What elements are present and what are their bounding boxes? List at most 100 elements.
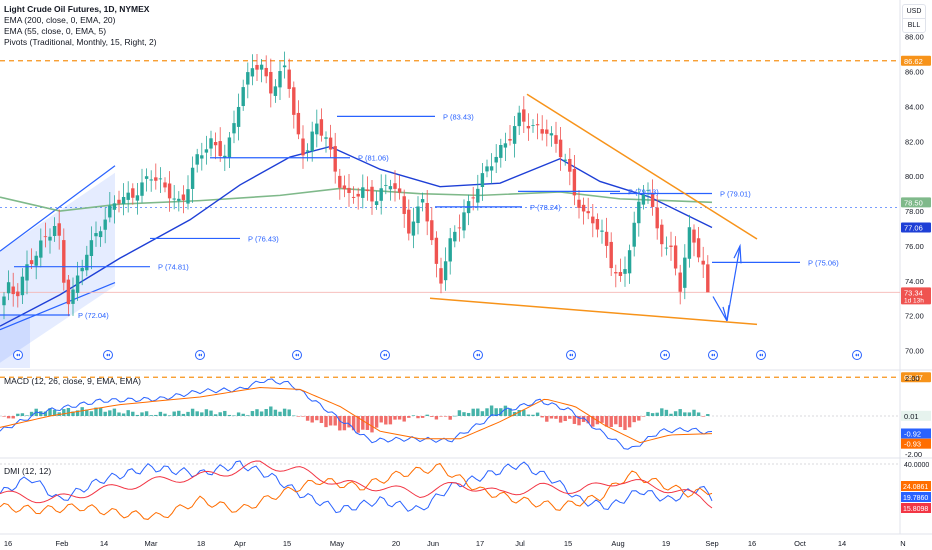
candle-body xyxy=(227,137,232,158)
macd-histogram-bar xyxy=(627,416,632,428)
macd-histogram-bar xyxy=(499,408,503,416)
macd-histogram-bar xyxy=(489,405,494,416)
macd-histogram-bar xyxy=(144,411,149,416)
macd-axis-badge xyxy=(901,428,931,439)
macd-histogram-bar xyxy=(328,416,333,426)
candle-body xyxy=(678,272,682,292)
candle-body xyxy=(287,69,291,89)
candle-body xyxy=(471,197,475,199)
candle-body xyxy=(181,194,186,201)
macd-histogram-bar xyxy=(255,409,259,416)
event-marker-glyph xyxy=(295,353,299,357)
candle-body xyxy=(706,264,710,293)
unit-label[interactable]: BLL xyxy=(907,22,921,29)
macd-histogram-bar xyxy=(315,416,319,421)
candle-body xyxy=(149,179,153,181)
macd-histogram-bar xyxy=(282,408,287,416)
candle-body xyxy=(126,192,130,200)
candle-body xyxy=(650,192,655,207)
candle-body xyxy=(554,135,558,144)
candle-body xyxy=(158,178,163,180)
time-tick-label: N xyxy=(900,539,905,548)
candle-body xyxy=(301,138,305,156)
candle-body xyxy=(177,198,181,201)
macd-histogram-bar xyxy=(646,411,650,416)
candle-body xyxy=(370,186,374,202)
candle-body xyxy=(627,250,632,274)
macd-histogram-bar xyxy=(637,416,641,421)
price-axis-badge xyxy=(901,197,931,208)
macd-histogram-bar xyxy=(370,416,374,433)
macd-histogram-bar xyxy=(213,414,218,416)
price-tick-label: 86.00 xyxy=(905,68,924,77)
candle-body xyxy=(356,193,360,197)
time-tick-label: 15 xyxy=(283,539,291,548)
candle-body xyxy=(407,209,411,234)
candle-body xyxy=(558,139,563,158)
candle-body xyxy=(485,166,489,172)
macd-histogram-bar xyxy=(471,408,475,416)
macd-histogram-bar xyxy=(568,416,572,419)
price-tick-label: 70.00 xyxy=(905,347,924,356)
candle-body xyxy=(365,189,370,192)
time-tick-label: Apr xyxy=(234,539,246,548)
macd-histogram-bar xyxy=(494,408,498,416)
candle-body xyxy=(568,158,572,172)
macd-histogram-bar xyxy=(103,411,107,416)
candle-body xyxy=(250,68,255,77)
candle-body xyxy=(540,129,544,134)
macd-histogram-bar xyxy=(85,409,89,416)
candle-body xyxy=(669,245,673,247)
macd-histogram-bar xyxy=(508,408,512,416)
candle-body xyxy=(264,67,268,77)
unit-selector[interactable]: USD BLL xyxy=(902,4,926,33)
macd-histogram-bar xyxy=(692,409,696,416)
candle-body xyxy=(241,87,245,107)
time-tick-label: 14 xyxy=(100,539,108,548)
macd-histogram-bar xyxy=(190,408,195,416)
dmi-legend: DMI (12, 12) xyxy=(4,466,52,476)
candle-body xyxy=(664,247,669,249)
event-marker-glyph xyxy=(383,353,387,357)
candle-body xyxy=(213,142,218,146)
macd-histogram-bar xyxy=(664,409,669,416)
dmi-axis-badge-label: 19.7860 xyxy=(903,495,928,502)
macd-histogram-bar xyxy=(425,414,429,416)
candle-body xyxy=(420,199,425,203)
candle-body xyxy=(549,133,554,136)
macd-histogram-bar xyxy=(563,416,567,422)
macd-histogram-bar xyxy=(305,416,310,421)
candle-body xyxy=(443,261,448,281)
candle-body xyxy=(430,220,434,241)
macd-histogram-bar xyxy=(526,414,531,416)
macd-histogram-bar xyxy=(614,416,618,425)
macd-histogram-bar xyxy=(457,410,462,416)
candle-body xyxy=(692,229,696,243)
macd-histogram-bar xyxy=(167,415,172,416)
currency-label[interactable]: USD xyxy=(903,5,925,19)
macd-histogram-bar xyxy=(591,416,595,427)
macd-legend: MACD (12, 26, close, 9, EMA, EMA) xyxy=(4,376,141,386)
macd-histogram-bar xyxy=(250,411,255,416)
candle-body xyxy=(218,141,222,157)
candle-body xyxy=(209,138,213,149)
macd-histogram-bar xyxy=(269,406,273,416)
candle-body xyxy=(131,188,135,198)
macd-histogram-bar xyxy=(89,411,94,416)
macd-histogram-bar xyxy=(683,412,687,416)
candle-body xyxy=(310,131,314,152)
macd-histogram-bar xyxy=(397,416,402,420)
minus-di-line xyxy=(0,462,713,520)
candle-body xyxy=(361,187,365,198)
candle-body xyxy=(595,219,600,230)
candle-body xyxy=(416,206,420,224)
macd-histogram-bar xyxy=(273,409,278,416)
macd-histogram-bar xyxy=(517,410,521,416)
macd-histogram-bar xyxy=(650,413,655,416)
candle-body xyxy=(522,109,526,122)
candle-body xyxy=(660,224,664,245)
candle-body xyxy=(402,196,406,214)
macd-histogram-bar xyxy=(374,416,379,428)
macd-histogram-bar xyxy=(108,410,112,416)
